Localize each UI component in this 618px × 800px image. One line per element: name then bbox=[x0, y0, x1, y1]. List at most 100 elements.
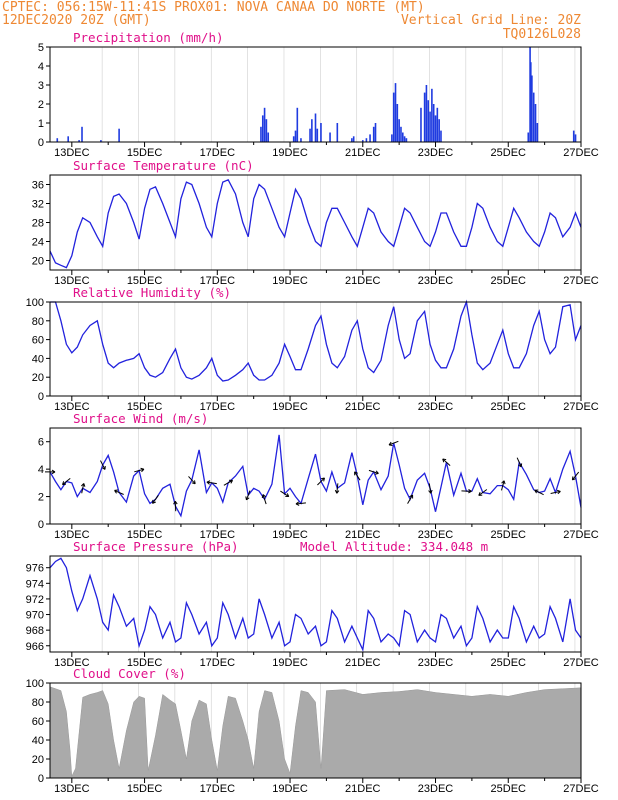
rh-xtick-label: 15DEC bbox=[127, 401, 163, 413]
precip-bar bbox=[429, 111, 431, 142]
precip-xtick-label: 19DEC bbox=[272, 147, 308, 159]
panels: Precipitation (mm/h) 0 1 2 3 4 5 13DEC 15DEC 17DE… bbox=[26, 30, 599, 795]
precip-bar bbox=[369, 134, 371, 142]
wind-direction-arrow bbox=[81, 483, 85, 494]
precip-bar bbox=[427, 100, 430, 142]
wind-direction-arrow bbox=[174, 501, 177, 512]
precip-bar bbox=[431, 88, 433, 142]
precip-bar bbox=[398, 119, 400, 142]
cloud-xtick-label: 25DEC bbox=[491, 783, 527, 795]
precip-bar bbox=[392, 92, 395, 142]
cloud-title: Cloud Cover (%) bbox=[73, 666, 186, 681]
precip-bar bbox=[531, 75, 533, 142]
precip-bar bbox=[574, 134, 577, 142]
precip-bar bbox=[401, 132, 404, 142]
wind-arrow-head bbox=[501, 480, 506, 485]
rh-ytick-label: 100 bbox=[26, 297, 44, 309]
precip-bar bbox=[320, 123, 322, 142]
precip-bar bbox=[261, 115, 264, 142]
rh-series-line bbox=[50, 299, 582, 382]
temp-xtick-label: 23DEC bbox=[418, 275, 454, 287]
temp-xtick-label: 13DEC bbox=[54, 275, 90, 287]
wind-direction-arrow bbox=[134, 468, 145, 473]
panel-cloud: Cloud Cover (%) 0 20 40 60 80 100 13DEC 15DEC 17D… bbox=[26, 666, 599, 795]
cloud-xtick-label: 23DEC bbox=[418, 783, 454, 795]
wind-ytick-label: 2 bbox=[38, 492, 44, 504]
wind-direction-arrow bbox=[501, 480, 505, 491]
wind-arrow-head bbox=[51, 469, 56, 475]
cloud-ytick-label: 100 bbox=[26, 678, 44, 690]
wind-arrow-head bbox=[206, 480, 211, 485]
panel-pressure: Surface Pressure (hPa) Model Altitude: 33… bbox=[26, 539, 599, 669]
wind-arrow-head bbox=[409, 494, 414, 499]
precip-bar bbox=[532, 92, 535, 142]
wind-direction-arrow bbox=[262, 494, 267, 505]
precip-ytick-label: 4 bbox=[38, 61, 44, 73]
wind-frame bbox=[49, 427, 582, 525]
precip-bar bbox=[67, 136, 69, 142]
wind-arrow-head bbox=[518, 463, 523, 468]
wind-arrow-head bbox=[478, 491, 483, 496]
rh-ytick-label: 40 bbox=[32, 353, 44, 365]
wind-arrow-head bbox=[556, 489, 561, 495]
precip-bar bbox=[361, 140, 364, 142]
precip-bar bbox=[396, 104, 399, 142]
wind-arrow-head bbox=[245, 496, 250, 501]
cloud-area bbox=[49, 686, 582, 779]
wind-direction-arrow bbox=[152, 494, 159, 504]
precip-bar bbox=[423, 92, 426, 142]
precip-bar bbox=[536, 123, 539, 142]
temp-xtick-label: 27DEC bbox=[563, 275, 599, 287]
temp-frame bbox=[49, 174, 582, 271]
precip-bar bbox=[405, 138, 408, 142]
rh-title: Relative Humidity (%) bbox=[73, 285, 231, 300]
precip-xtick-label: 21DEC bbox=[345, 147, 381, 159]
precip-bar bbox=[81, 126, 83, 142]
wind-arrow-head bbox=[62, 481, 67, 486]
pressure-title: Surface Pressure (hPa) bbox=[73, 539, 239, 554]
rh-xtick-label: 21DEC bbox=[345, 401, 381, 413]
rh-xtick-label: 19DEC bbox=[272, 401, 308, 413]
wind-arrow-head bbox=[374, 470, 379, 475]
precip-bar bbox=[434, 115, 437, 142]
pressure-xtick-label: 27DEC bbox=[563, 657, 599, 669]
wind-direction-arrow bbox=[368, 469, 379, 474]
panel-temp: Surface Temperature (nC) 20 24 28 32 36 13DEC 1… bbox=[32, 158, 599, 287]
wind-direction-arrow bbox=[516, 457, 522, 468]
precip-xtick-label: 25DEC bbox=[491, 147, 527, 159]
pressure-ytick-label: 974 bbox=[26, 578, 44, 590]
rh-ytick-label: 0 bbox=[38, 391, 44, 403]
wind-series-line bbox=[49, 434, 582, 518]
precip-xtick-label: 13DEC bbox=[54, 147, 90, 159]
pressure-ytick-label: 972 bbox=[26, 594, 44, 606]
panel-wind: Surface Wind (m/s) 0 2 4 6 13DEC 15DEC 17DEC 19D… bbox=[38, 411, 599, 541]
pressure-ytick-label: 970 bbox=[26, 610, 44, 622]
pressure-xtick-label: 13DEC bbox=[54, 657, 90, 669]
precip-bar bbox=[329, 132, 331, 142]
rh-xtick-label: 25DEC bbox=[491, 401, 527, 413]
pressure-frame bbox=[49, 555, 582, 653]
precip-xtick-label: 17DEC bbox=[200, 147, 236, 159]
precip-bar bbox=[314, 113, 317, 142]
wind-ytick-label: 6 bbox=[38, 437, 44, 449]
wind-xtick-label: 13DEC bbox=[54, 529, 90, 541]
cloud-xtick-label: 19DEC bbox=[272, 783, 308, 795]
precip-bar bbox=[263, 107, 266, 142]
rh-xtick-label: 27DEC bbox=[563, 401, 599, 413]
precip-bar bbox=[56, 138, 59, 142]
precip-bar bbox=[394, 83, 397, 142]
wind-arrow-head bbox=[152, 499, 156, 504]
temp-xtick-label: 25DEC bbox=[491, 275, 527, 287]
wind-direction-arrow bbox=[550, 490, 561, 494]
wind-direction-arrow bbox=[442, 458, 451, 467]
wind-ytick-label: 0 bbox=[38, 519, 44, 531]
temp-xtick-label: 19DEC bbox=[272, 275, 308, 287]
wind-arrow-head bbox=[428, 489, 433, 494]
wind-direction-arrow bbox=[428, 483, 432, 494]
precip-bar bbox=[527, 132, 530, 142]
cloud-ytick-label: 60 bbox=[32, 716, 44, 728]
wind-arrow-head bbox=[173, 500, 178, 505]
precip-bar bbox=[572, 130, 575, 142]
wind-arrow-head bbox=[320, 477, 325, 482]
precip-bar bbox=[336, 123, 339, 142]
